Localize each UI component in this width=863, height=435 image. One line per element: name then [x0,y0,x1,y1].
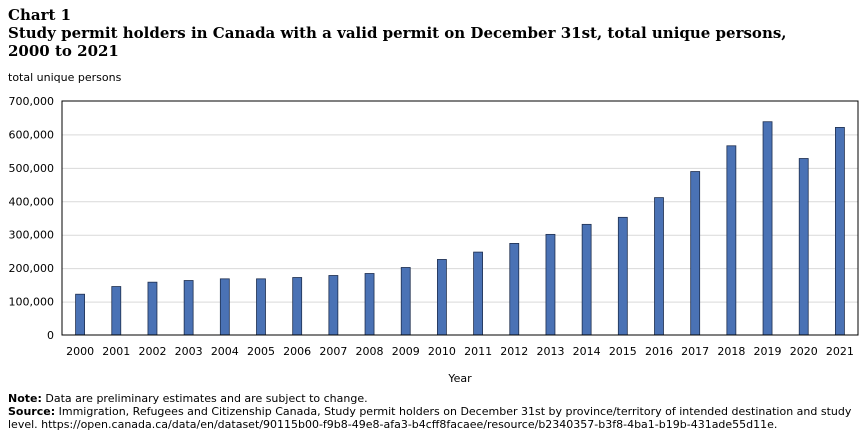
x-tick-label: 2020 [790,345,818,358]
x-tick-label: 2009 [392,345,420,358]
bar-2012 [509,243,520,336]
bar-2005 [256,278,266,336]
x-tick-label: 2003 [175,345,203,358]
note-text: Data are preliminary estimates and are s… [45,392,368,405]
bar-2017 [690,171,701,336]
x-tick-label: 2012 [500,345,528,358]
bar-2001 [111,286,122,336]
x-tick-label: 2007 [319,345,347,358]
y-tick-label: 0 [47,329,54,342]
bar-2013 [545,233,556,336]
bar-2000 [75,293,85,336]
y-tick-label: 500,000 [9,162,55,175]
bar-2006 [292,277,303,336]
x-tick-label: 2010 [428,345,456,358]
y-tick-label: 200,000 [9,262,55,275]
bars [75,121,845,336]
x-tick-label: 2014 [573,345,601,358]
y-axis-label: total unique persons [8,71,122,84]
x-tick-label: 2013 [536,345,564,358]
bar-2004 [219,278,230,336]
source-text: Immigration, Refugees and Citizenship Ca… [8,405,852,431]
chart-notes: Note: Data are preliminary estimates and… [8,392,858,431]
y-tick-label: 600,000 [9,128,55,141]
x-axis-label: Year [447,372,472,385]
x-tick-label: 2019 [754,345,782,358]
gridlines [62,134,858,303]
note-label: Note: [8,392,42,405]
plot-frame [61,100,859,336]
bar-2002 [147,281,158,336]
x-tick-label: 2002 [138,345,166,358]
x-tick-label: 2017 [681,345,709,358]
x-tick-label: 2000 [66,345,94,358]
y-tick-labels: 0 100,000 200,000 300,000 400,000 500,000 600,… [9,95,55,342]
bar-2011 [473,251,483,336]
bar-2021 [835,127,845,336]
x-tick-labels: 2000 2001 2002 2003 2004 2005 2006 2007 2008 2009… [66,345,854,358]
x-tick-label: 2008 [356,345,384,358]
bar-2009 [400,267,411,336]
chart-number: Chart 1 [8,6,72,24]
x-tick-label: 2015 [609,345,637,358]
y-tick-label: 300,000 [9,229,55,242]
bar-2020 [798,158,809,336]
y-tick-label: 700,000 [9,95,55,108]
source-label: Source: [8,405,56,418]
x-tick-label: 2021 [826,345,854,358]
bar-2008 [364,273,375,336]
bar-2019 [762,121,773,336]
bar-2015 [617,216,628,336]
x-tick-label: 2005 [247,345,275,358]
bar-2014 [581,223,592,336]
chart-title-line-2: 2000 to 2021 [8,42,119,60]
y-tick-label: 400,000 [9,195,55,208]
bar-2016 [654,197,664,336]
x-tick-label: 2006 [283,345,311,358]
y-tick-label: 100,000 [9,296,55,309]
x-tick-label: 2011 [464,345,492,358]
chart-title: Chart 1 Study permit holders in Canada w… [8,6,858,60]
bar-2018 [726,145,737,336]
note-line: Note: Data are preliminary estimates and… [8,392,858,405]
source-line: Source: Immigration, Refugees and Citize… [8,405,858,431]
bar-2003 [183,280,194,336]
x-tick-label: 2018 [717,345,745,358]
x-tick-label: 2001 [102,345,130,358]
bar-2010 [437,259,447,336]
chart-title-line-1: Study permit holders in Canada with a va… [8,24,787,42]
x-tick-label: 2004 [211,345,239,358]
bar-2007 [328,275,339,336]
x-tick-label: 2016 [645,345,673,358]
